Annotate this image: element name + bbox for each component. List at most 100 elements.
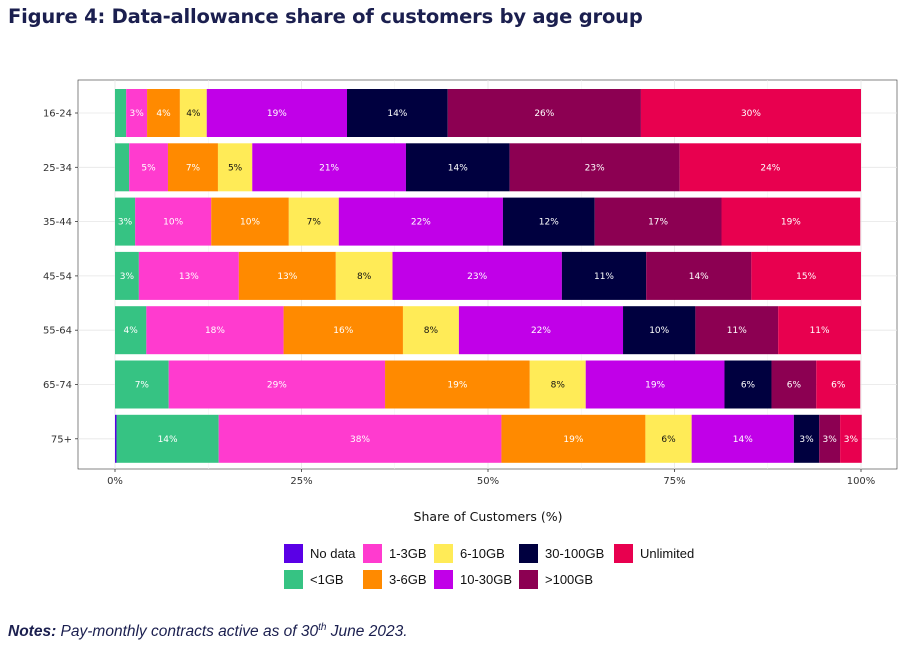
notes-text: Pay-monthly contracts active as of 30 [56, 623, 319, 641]
legend-item: 6-10GB [434, 544, 505, 563]
legend-label: 10-30GB [460, 572, 512, 587]
data-label: 14% [158, 435, 178, 445]
bar-segment [115, 143, 130, 192]
legend-label: <1GB [310, 572, 344, 587]
bar-segment [147, 89, 180, 137]
bar-segment [179, 89, 207, 137]
x-tick-label: 25% [290, 476, 312, 487]
bar-segment [115, 306, 147, 355]
legend-swatch [284, 570, 303, 589]
legend-swatch [363, 570, 382, 589]
y-tick-label: 75+ [51, 434, 72, 445]
legend-swatch [519, 544, 538, 563]
legend-item: No data [284, 544, 356, 563]
x-tick-label: 75% [663, 476, 685, 487]
x-tick-label: 50% [477, 476, 499, 487]
data-label: 12% [539, 218, 559, 228]
figure-title: Figure 4: Data-allowance share of custom… [8, 5, 643, 28]
bar-segment [338, 197, 503, 246]
bar-segment [646, 251, 752, 300]
data-label: 10% [240, 218, 260, 228]
data-label: 23% [467, 272, 487, 282]
x-axis: 0% 25% 50% 75% 100% [107, 469, 875, 487]
legend-swatch [363, 544, 382, 563]
bar-segment [721, 197, 861, 246]
data-label: 15% [796, 272, 816, 282]
bar-segment [283, 306, 403, 355]
bar-segment [115, 414, 117, 463]
data-label: 22% [411, 218, 431, 228]
bar-segment [138, 251, 239, 300]
data-label: 17% [648, 218, 668, 228]
data-label: 13% [179, 272, 199, 282]
y-tick-label: 45-54 [43, 271, 72, 282]
legend-item: <1GB [284, 570, 344, 589]
data-label: 19% [645, 381, 665, 391]
data-label: 3% [823, 435, 838, 445]
data-label: 3% [844, 435, 859, 445]
data-label: 14% [387, 109, 407, 119]
bar-segment [447, 89, 641, 137]
bar-segment [816, 360, 861, 409]
bar-segment [695, 306, 779, 355]
bar-segment [335, 251, 393, 300]
bar-segment [252, 143, 406, 192]
bar-segment [168, 360, 386, 409]
bar-segment [509, 143, 680, 192]
data-label: 4% [124, 326, 139, 336]
notes: Notes: Pay-monthly contracts active as o… [8, 622, 408, 641]
bar-segment [115, 251, 139, 300]
bar-segment [146, 306, 284, 355]
legend-label: 6-10GB [460, 546, 505, 561]
y-tick-label: 16-24 [43, 109, 72, 120]
legend-label: 30-100GB [545, 546, 604, 561]
legend-label: Unlimited [640, 546, 694, 561]
bar-segment [115, 197, 136, 246]
data-label: 3% [799, 435, 814, 445]
legend-label: >100GB [545, 572, 593, 587]
data-label: 38% [350, 435, 370, 445]
bar-segment [217, 143, 253, 192]
bar-segment [778, 306, 861, 355]
legend-item: 30-100GB [519, 544, 604, 563]
data-label: 30% [741, 109, 761, 119]
bar-segment [218, 414, 502, 463]
data-label: 4% [186, 109, 201, 119]
legend-label: 1-3GB [389, 546, 427, 561]
data-label: 16% [333, 326, 353, 336]
data-label: 11% [594, 272, 614, 282]
data-label: 29% [267, 381, 287, 391]
data-label: 21% [319, 163, 339, 173]
bar-segment [501, 414, 646, 463]
legend-item: 1-3GB [363, 544, 427, 563]
data-label: 8% [424, 326, 439, 336]
legend-item: >100GB [519, 570, 593, 589]
data-label: 5% [141, 163, 156, 173]
data-label: 10% [649, 326, 669, 336]
data-label: 14% [448, 163, 468, 173]
legend-label: No data [310, 546, 356, 561]
data-label: 10% [163, 218, 183, 228]
data-label: 3% [118, 218, 133, 228]
data-label: 6% [661, 435, 676, 445]
bar-segment [751, 251, 861, 300]
bar-segment [529, 360, 586, 409]
bar-segment [561, 251, 647, 300]
bars: 3% 4% 4% 19% 14% 26% 30% 5% 7% 5% 21% 14% 23% 24% 3% 10… [115, 89, 862, 463]
legend-swatch [434, 544, 453, 563]
data-label: 19% [267, 109, 287, 119]
data-label: 24% [760, 163, 780, 173]
legend-item: 10-30GB [434, 570, 512, 589]
bar-segment [458, 306, 624, 355]
data-label: 4% [156, 109, 171, 119]
bar-segment [167, 143, 218, 192]
bar-segment [129, 143, 168, 192]
bar-segment [585, 360, 725, 409]
bar-segment [594, 197, 722, 246]
x-axis-title: Share of Customers (%) [414, 509, 563, 524]
notes-label: Notes: [8, 623, 57, 641]
bar-segment [347, 89, 448, 137]
bar-segment [819, 414, 841, 463]
data-label: 8% [357, 272, 372, 282]
